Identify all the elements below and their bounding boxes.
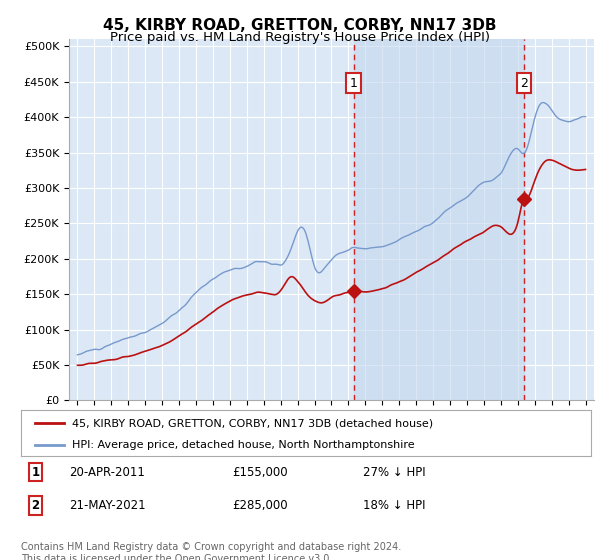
Text: 20-APR-2011: 20-APR-2011 <box>70 465 145 479</box>
Text: 1: 1 <box>350 77 358 90</box>
Text: 45, KIRBY ROAD, GRETTON, CORBY, NN17 3DB (detached house): 45, KIRBY ROAD, GRETTON, CORBY, NN17 3DB… <box>73 418 433 428</box>
Text: 18% ↓ HPI: 18% ↓ HPI <box>363 499 425 512</box>
Text: Contains HM Land Registry data © Crown copyright and database right 2024.
This d: Contains HM Land Registry data © Crown c… <box>21 542 401 560</box>
Text: 45, KIRBY ROAD, GRETTON, CORBY, NN17 3DB: 45, KIRBY ROAD, GRETTON, CORBY, NN17 3DB <box>103 18 497 33</box>
Text: Price paid vs. HM Land Registry's House Price Index (HPI): Price paid vs. HM Land Registry's House … <box>110 31 490 44</box>
Text: 1: 1 <box>31 465 40 479</box>
Text: £285,000: £285,000 <box>232 499 287 512</box>
Text: 2: 2 <box>31 499 40 512</box>
Text: £155,000: £155,000 <box>232 465 287 479</box>
Text: 27% ↓ HPI: 27% ↓ HPI <box>363 465 425 479</box>
Text: 21-MAY-2021: 21-MAY-2021 <box>70 499 146 512</box>
Text: 2: 2 <box>520 77 528 90</box>
Text: HPI: Average price, detached house, North Northamptonshire: HPI: Average price, detached house, Nort… <box>73 440 415 450</box>
